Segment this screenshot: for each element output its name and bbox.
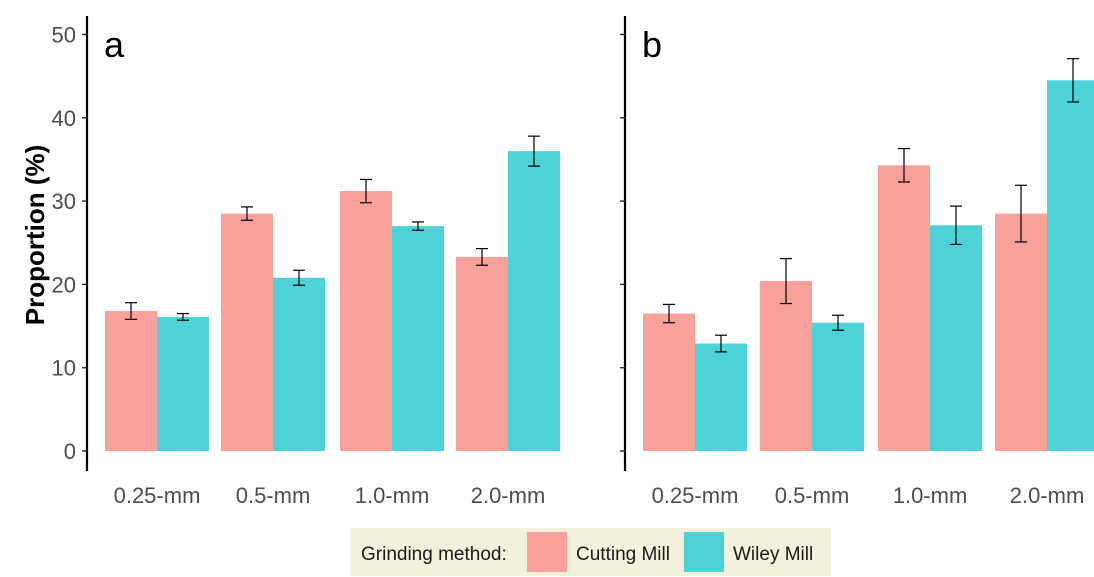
- error-bar-cutting-mill-1-0-mm: [898, 148, 910, 183]
- legend-background: [351, 528, 831, 576]
- error-bar-cutting-mill-0-5-mm: [780, 257, 792, 305]
- bar-wiley-mill-1-0-mm: [930, 225, 982, 451]
- y-tick-label-10: 10: [52, 356, 76, 381]
- legend-key-wiley-mill: [684, 532, 724, 572]
- x-tick-label-0-25-mm: 0.25-mm: [652, 483, 739, 508]
- panel-b: b 0.25-mm 0.5-mm 1.0-mm 2.0-mm: [620, 16, 1094, 508]
- bar-cutting-mill-1-0-mm: [878, 165, 930, 451]
- error-bar-wiley-mill-0-5-mm: [832, 314, 844, 331]
- y-tick-label-30: 30: [52, 189, 76, 214]
- error-bar-cutting-mill-2-0-mm: [1015, 184, 1027, 243]
- bar-wiley-mill-1-0-mm: [392, 226, 444, 451]
- bar-wiley-mill-0-25-mm: [157, 316, 209, 451]
- y-tick-label-50: 50: [52, 23, 76, 48]
- error-bar-wiley-mill-0-5-mm: [293, 269, 305, 286]
- error-bar-cutting-mill-2-0-mm: [476, 247, 488, 266]
- bar-wiley-mill-0-5-mm: [812, 322, 864, 451]
- bar-cutting-mill-1-0-mm: [340, 191, 392, 451]
- y-axis-title: Proportion (%): [20, 145, 50, 326]
- bar-cutting-mill-0-5-mm: [760, 281, 812, 451]
- bar-wiley-mill-0-5-mm: [273, 277, 325, 451]
- error-bar-wiley-mill-2-0-mm: [528, 135, 540, 167]
- y-tick-label-20: 20: [52, 272, 76, 297]
- legend-title: Grinding method:: [361, 544, 507, 565]
- x-tick-label-0-5-mm: 0.5-mm: [236, 483, 311, 508]
- bar-wiley-mill-2-0-mm: [1047, 80, 1094, 451]
- panel-label-b: b: [642, 24, 662, 65]
- legend-label-wiley-mill: Wiley Mill: [733, 544, 813, 565]
- bar-cutting-mill-2-0-mm: [456, 256, 508, 451]
- error-bar-cutting-mill-1-0-mm: [360, 178, 372, 204]
- y-tick-label-0: 0: [64, 439, 76, 464]
- error-bar-cutting-mill-0-5-mm: [241, 206, 253, 221]
- y-tick-label-40: 40: [52, 106, 76, 131]
- legend-label-cutting-mill: Cutting Mill: [576, 544, 670, 565]
- error-bar-cutting-mill-0-25-mm: [663, 303, 675, 324]
- x-tick-label-1-0-mm: 1.0-mm: [355, 483, 430, 508]
- error-bar-cutting-mill-0-25-mm: [125, 302, 137, 320]
- error-bar-wiley-mill-2-0-mm: [1067, 58, 1079, 103]
- bar-cutting-mill-2-0-mm: [995, 213, 1047, 451]
- bar-cutting-mill-0-25-mm: [643, 313, 695, 451]
- error-bar-wiley-mill-1-0-mm: [412, 221, 424, 231]
- bar-wiley-mill-2-0-mm: [508, 151, 560, 451]
- legend: Grinding method: Cutting Mill Wiley Mill: [351, 528, 831, 576]
- x-tick-label-2-0-mm: 2.0-mm: [1010, 483, 1085, 508]
- error-bar-wiley-mill-1-0-mm: [950, 205, 962, 246]
- panel-a: a 0 10 20 30 40 50 0.25-mm 0.5-mm 1.0-mm 2.0-mm: [52, 16, 560, 508]
- x-tick-label-0-5-mm: 0.5-mm: [775, 483, 850, 508]
- x-tick-label-2-0-mm: 2.0-mm: [471, 483, 546, 508]
- legend-key-cutting-mill: [527, 532, 567, 572]
- x-tick-label-1-0-mm: 1.0-mm: [893, 483, 968, 508]
- bar-wiley-mill-0-25-mm: [695, 343, 747, 451]
- bar-cutting-mill-0-5-mm: [221, 213, 273, 451]
- bar-cutting-mill-0-25-mm: [105, 311, 157, 451]
- error-bar-wiley-mill-0-25-mm: [177, 312, 189, 321]
- x-tick-label-0-25-mm: 0.25-mm: [114, 483, 201, 508]
- panel-label-a: a: [104, 24, 125, 65]
- error-bar-wiley-mill-0-25-mm: [715, 334, 727, 353]
